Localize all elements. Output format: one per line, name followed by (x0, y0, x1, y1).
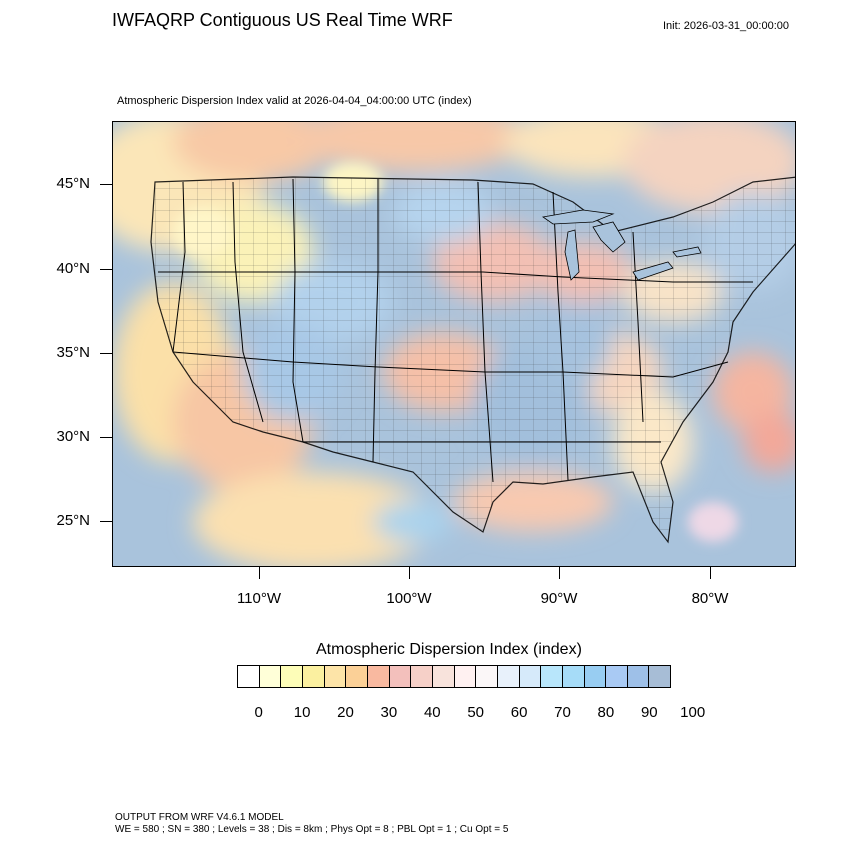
colorbar-swatch (584, 666, 607, 687)
colorbar-swatch (454, 666, 477, 687)
colorbar-swatch (497, 666, 520, 687)
colorbar-swatch (346, 666, 368, 687)
colorbar-swatch (432, 666, 455, 687)
colorbar-swatch (519, 666, 542, 687)
colorbar-swatch (281, 666, 303, 687)
colorbar-swatch (627, 666, 650, 687)
lon-label-80w: 80°W (691, 590, 729, 607)
conus-landmass (150, 176, 795, 544)
lon-tick (710, 567, 711, 579)
colorbar-swatch (649, 666, 671, 687)
lon-tick (559, 567, 560, 579)
colorbar-label: 60 (510, 704, 528, 721)
lat-label-35n: 35°N (56, 344, 90, 361)
lat-tick (100, 269, 112, 270)
lon-tick (259, 567, 260, 579)
dispersion-index-map (112, 121, 796, 567)
lat-label-45n: 45°N (56, 175, 90, 192)
lon-label-90w: 90°W (540, 590, 578, 607)
colorbar-label: 20 (337, 704, 354, 721)
colorbar-swatch (476, 666, 498, 687)
lon-tick (409, 567, 410, 579)
init-time: Init: 2026-03-31_00:00:00 (663, 20, 789, 32)
colorbar (237, 665, 671, 688)
colorbar-label: 30 (380, 704, 398, 721)
colorbar-swatch (259, 666, 282, 687)
colorbar-swatch (367, 666, 390, 687)
lon-label-100w: 100°W (386, 590, 432, 607)
footer-model: OUTPUT FROM WRF V4.6.1 MODEL (115, 812, 284, 823)
colorbar-label: 100 (680, 704, 706, 721)
lon-label-110w: 110°W (236, 590, 282, 607)
colorbar-labels: 0 10 20 30 40 50 60 70 80 90 100 (237, 704, 706, 724)
lat-tick (100, 184, 112, 185)
lat-label-30n: 30°N (56, 428, 90, 445)
colorbar-label: 50 (467, 704, 485, 721)
colorbar-swatch (606, 666, 628, 687)
colorbar-swatch (389, 666, 412, 687)
colorbar-label: 0 (254, 704, 263, 721)
colorbar-swatch (541, 666, 563, 687)
lat-tick (100, 353, 112, 354)
plot-subtitle: Atmospheric Dispersion Index valid at 20… (117, 95, 472, 107)
lat-tick (100, 521, 112, 522)
colorbar-label: 90 (640, 704, 658, 721)
colorbar-label: 40 (423, 704, 441, 721)
colorbar-label: 80 (597, 704, 615, 721)
colorbar-swatch (411, 666, 433, 687)
map-canvas (113, 122, 795, 566)
colorbar-swatch (302, 666, 325, 687)
colorbar-swatch (238, 666, 260, 687)
great-lakes (541, 209, 702, 281)
lat-label-40n: 40°N (56, 260, 90, 277)
lat-tick (100, 437, 112, 438)
colorbar-label: 70 (554, 704, 571, 721)
colorbar-swatch (562, 666, 585, 687)
footer-config: WE = 580 ; SN = 380 ; Levels = 38 ; Dis … (115, 824, 509, 835)
colorbar-label: 10 (293, 704, 311, 721)
main-title: IWFAQRP Contiguous US Real Time WRF (112, 10, 453, 30)
lat-label-25n: 25°N (56, 512, 90, 529)
colorbar-title: Atmospheric Dispersion Index (index) (316, 641, 582, 658)
state-boundaries (158, 178, 753, 483)
colorbar-swatch (324, 666, 347, 687)
